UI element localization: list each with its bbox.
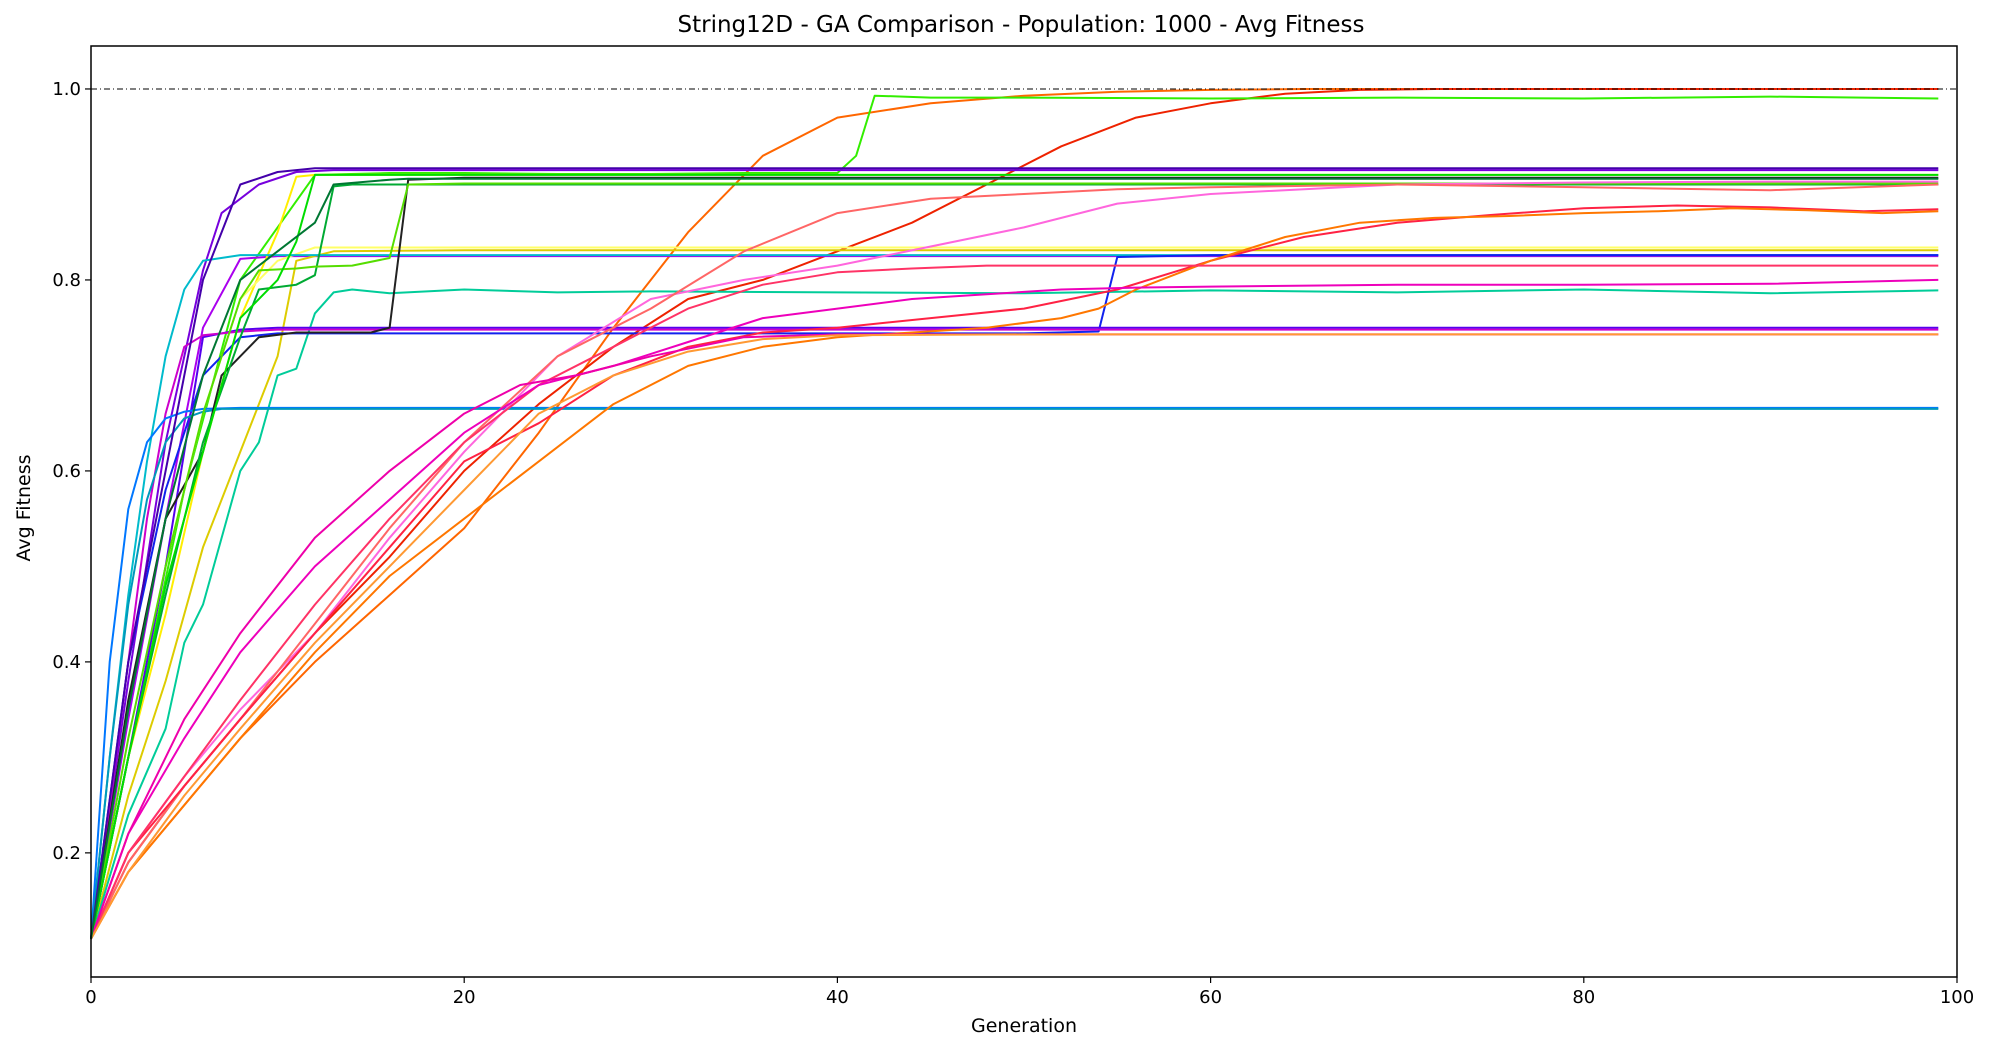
x-axis-label: Generation bbox=[971, 1015, 1077, 1037]
y-tick-label: 0.2 bbox=[52, 843, 81, 864]
series-line-3 bbox=[90, 94, 1939, 940]
series-line-29 bbox=[90, 177, 1939, 939]
series-line-21 bbox=[90, 183, 1939, 940]
series-line-17 bbox=[90, 183, 1939, 940]
chart-title: String12D - GA Comparison - Population: … bbox=[678, 12, 1365, 38]
series-line-26 bbox=[90, 333, 1939, 940]
x-tick-label: 80 bbox=[1572, 987, 1595, 1008]
plot-area-frame bbox=[90, 45, 1958, 978]
plot-lines bbox=[90, 88, 1939, 940]
series-line-25 bbox=[90, 278, 1939, 940]
series-line-18 bbox=[90, 182, 1939, 939]
series-line-2 bbox=[90, 88, 1939, 940]
series-line-20 bbox=[90, 180, 1939, 940]
x-tick-label: 40 bbox=[826, 987, 849, 1008]
series-line-27 bbox=[90, 333, 1939, 940]
y-tick-label: 0.6 bbox=[52, 461, 81, 482]
series-line-9 bbox=[90, 254, 1939, 939]
series-line-7 bbox=[90, 249, 1939, 940]
y-tick-label: 1.0 bbox=[52, 79, 81, 100]
y-axis-label: Avg Fitness bbox=[13, 454, 35, 561]
series-line-15 bbox=[90, 407, 1939, 939]
y-tick-label: 0.4 bbox=[52, 652, 81, 673]
series-line-11 bbox=[90, 254, 1939, 939]
series-line-8 bbox=[90, 246, 1939, 940]
series-line-13 bbox=[90, 328, 1939, 939]
x-tick-label: 0 bbox=[85, 987, 96, 1008]
y-axis: 0.2 0.4 0.6 0.8 1.0 bbox=[52, 79, 91, 864]
series-line-23 bbox=[90, 207, 1939, 940]
y-tick-label: 0.8 bbox=[52, 270, 81, 291]
series-line-24 bbox=[90, 264, 1939, 940]
series-line-19 bbox=[90, 173, 1939, 940]
series-line-10 bbox=[90, 288, 1939, 940]
x-tick-label: 20 bbox=[453, 987, 476, 1008]
series-line-14 bbox=[90, 406, 1939, 939]
series-line-28 bbox=[90, 167, 1939, 939]
series-line-22 bbox=[90, 204, 1939, 940]
x-axis: 0 20 40 60 80 100 bbox=[85, 977, 1974, 1008]
x-tick-label: 60 bbox=[1199, 987, 1222, 1008]
x-tick-label: 100 bbox=[1940, 987, 1974, 1008]
series-line-12 bbox=[90, 326, 1939, 940]
series-line-1 bbox=[90, 88, 1939, 940]
